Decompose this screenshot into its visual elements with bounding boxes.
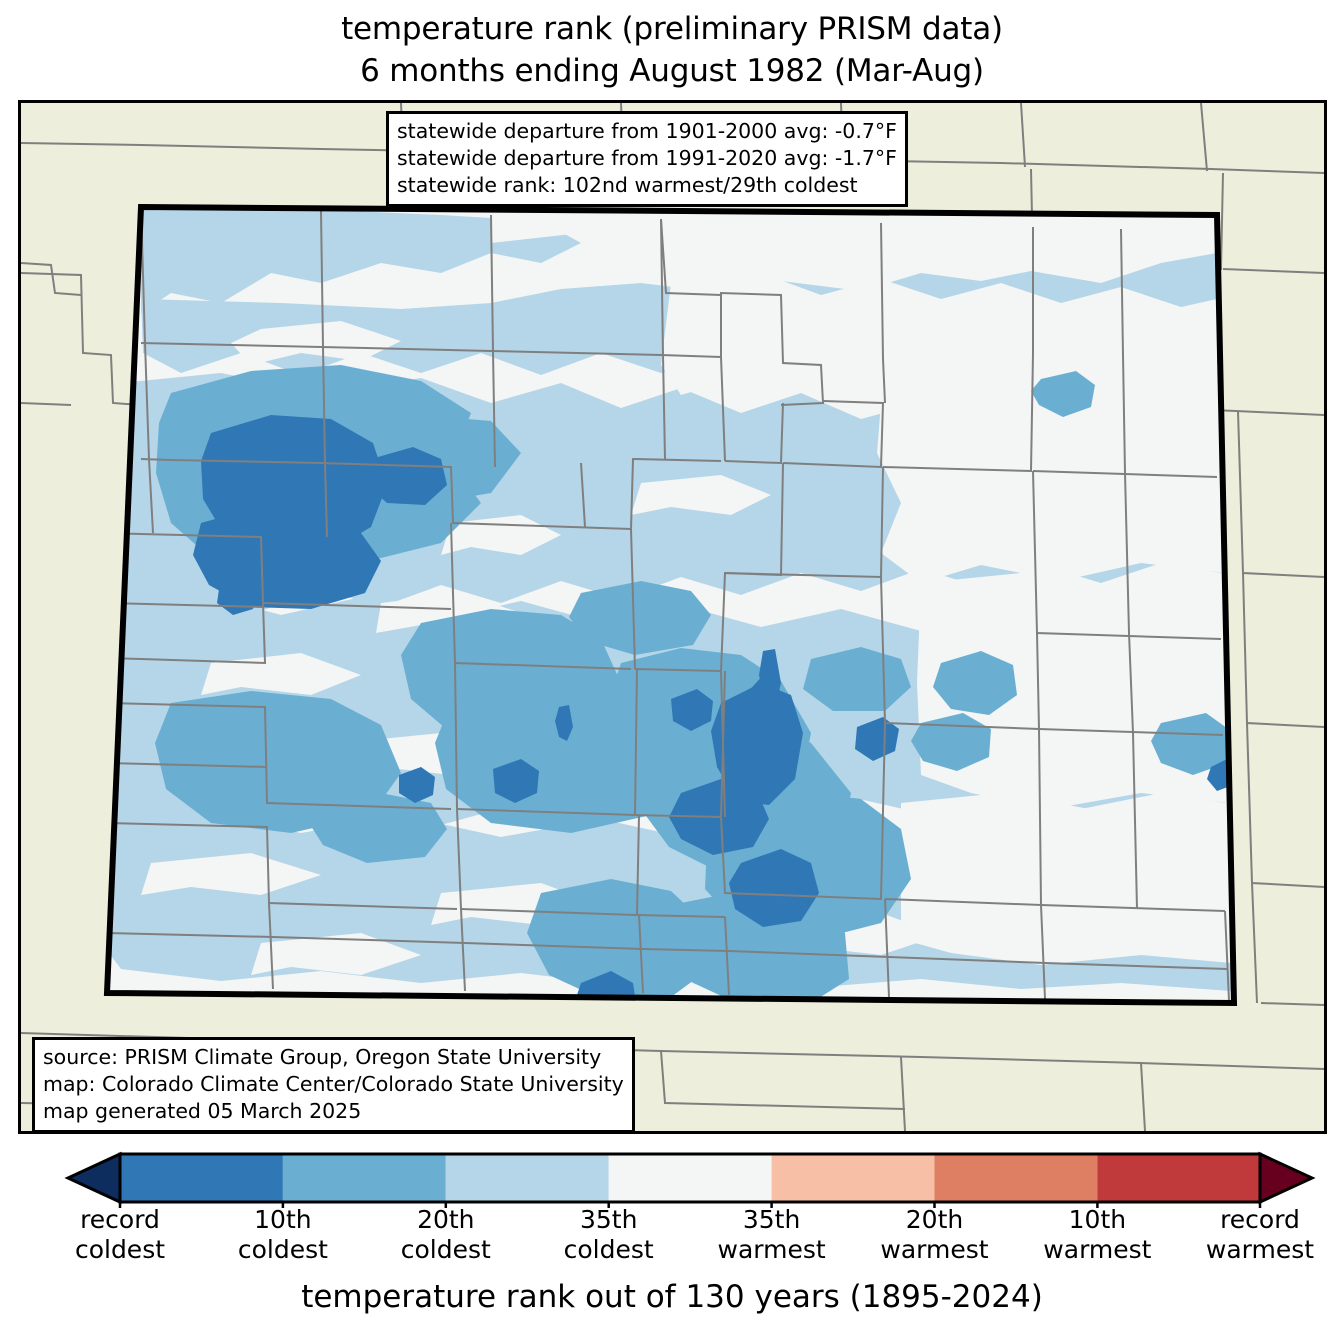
colorbar-seg-4: [608, 1154, 772, 1202]
statewide-stats-box: statewide departure from 1901-2000 avg: …: [386, 111, 908, 207]
colorbar-seg-5: [771, 1154, 935, 1202]
map-credit-line: map: Colorado Climate Center/Colorado St…: [43, 1072, 624, 1096]
colorbar-label-4: 35th warmest: [717, 1205, 826, 1264]
colorbar-swatches: [64, 1151, 1316, 1208]
stats-departure-1991-2020: statewide departure from 1991-2020 avg: …: [397, 146, 897, 170]
page-title: temperature rank (preliminary PRISM data…: [0, 8, 1344, 92]
contour-divide-filament: [555, 649, 781, 741]
colorbar-label-7: record warmest: [1205, 1205, 1315, 1264]
temperature-rank-contours: [107, 207, 1234, 1003]
colorbar-outline: [118, 1152, 1262, 1204]
colorado-temperature-rank-map: [21, 103, 1324, 1131]
colorbar-cap-record-coldest: [64, 1151, 122, 1205]
colorbar-label-6: 10th warmest: [1043, 1205, 1152, 1264]
colorbar-seg-1: [120, 1154, 283, 1202]
title-line-2: 6 months ending August 1982 (Mar-Aug): [360, 53, 984, 89]
title-line-1: temperature rank (preliminary PRISM data…: [341, 11, 1003, 47]
colorado-county-lines: [107, 207, 1230, 1002]
colorbar-label-2: 20th coldest: [400, 1205, 491, 1264]
map-frame: [18, 100, 1327, 1134]
colorbar-label-3: 35th coldest: [563, 1205, 654, 1264]
colorbar-seg-2: [282, 1154, 446, 1202]
colorbar-label-5: 20th warmest: [880, 1205, 989, 1264]
colorbar-caption: temperature rank out of 130 years (1895-…: [301, 1279, 1043, 1315]
colorbar-seg-6: [934, 1154, 1098, 1202]
stats-statewide-rank: statewide rank: 102nd warmest/29th colde…: [397, 173, 858, 197]
colorbar-seg-3: [445, 1154, 609, 1202]
colorbar-seg-7: [1097, 1154, 1260, 1202]
colorbar-label-0: record coldest: [74, 1205, 166, 1264]
colorbar-ticks: [118, 1202, 1262, 1208]
source-credit-box: source: PRISM Climate Group, Oregon Stat…: [32, 1037, 635, 1133]
colorbar-cap-record-warmest: [1258, 1151, 1316, 1205]
colorbar-label-1: 10th coldest: [237, 1205, 328, 1264]
colorado-state-outline: [103, 203, 1238, 1007]
source-line: source: PRISM Climate Group, Oregon Stat…: [43, 1045, 602, 1069]
map-generated-line: map generated 05 March 2025: [43, 1099, 362, 1123]
colorbar-tick-labels: record coldest 10th coldest 20th coldest…: [0, 1205, 1344, 1267]
colorbar: [0, 1148, 1344, 1208]
stats-departure-1901-2000: statewide departure from 1901-2000 avg: …: [397, 119, 897, 143]
